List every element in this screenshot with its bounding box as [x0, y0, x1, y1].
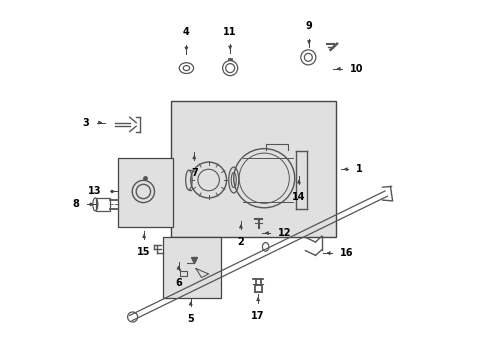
Text: 12: 12: [278, 228, 291, 238]
Text: 7: 7: [190, 168, 197, 178]
Text: 4: 4: [183, 27, 189, 37]
Bar: [118, 158, 172, 226]
Text: 17: 17: [251, 311, 264, 320]
Text: 10: 10: [349, 64, 363, 74]
Text: 6: 6: [175, 278, 182, 288]
Text: 5: 5: [187, 314, 194, 324]
Text: 3: 3: [82, 118, 89, 128]
Bar: [96, 198, 110, 211]
Text: 16: 16: [339, 248, 353, 258]
Text: 9: 9: [305, 21, 312, 31]
Text: 13: 13: [88, 186, 102, 197]
Text: 1: 1: [356, 164, 363, 174]
Text: 11: 11: [223, 27, 236, 37]
Text: 14: 14: [292, 192, 305, 202]
Text: 8: 8: [73, 199, 80, 210]
Bar: [171, 101, 335, 237]
Bar: [163, 237, 221, 298]
Text: 2: 2: [237, 237, 244, 247]
Text: 15: 15: [137, 247, 150, 257]
